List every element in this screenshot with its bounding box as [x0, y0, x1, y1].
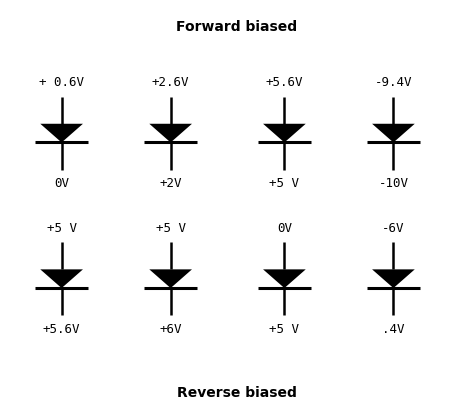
Text: 0V: 0V — [54, 177, 69, 190]
Text: 0V: 0V — [277, 222, 292, 235]
Text: + 0.6V: + 0.6V — [39, 76, 84, 89]
Polygon shape — [149, 270, 192, 288]
Text: +5 V: +5 V — [269, 323, 300, 336]
Text: Reverse biased: Reverse biased — [177, 386, 297, 400]
Polygon shape — [149, 124, 192, 142]
Text: +5.6V: +5.6V — [43, 323, 81, 336]
Text: +2.6V: +2.6V — [152, 76, 190, 89]
Text: -10V: -10V — [378, 177, 409, 190]
Text: +5 V: +5 V — [269, 177, 300, 190]
Text: +2V: +2V — [159, 177, 182, 190]
Text: +5 V: +5 V — [155, 222, 186, 235]
Polygon shape — [40, 270, 83, 288]
Polygon shape — [263, 124, 306, 142]
Text: -9.4V: -9.4V — [374, 76, 412, 89]
Polygon shape — [372, 270, 415, 288]
Text: .4V: .4V — [382, 323, 405, 336]
Text: +5 V: +5 V — [46, 222, 77, 235]
Polygon shape — [40, 124, 83, 142]
Polygon shape — [263, 270, 306, 288]
Text: +5.6V: +5.6V — [265, 76, 303, 89]
Text: Forward biased: Forward biased — [176, 20, 298, 34]
Polygon shape — [372, 124, 415, 142]
Text: -6V: -6V — [382, 222, 405, 235]
Text: +6V: +6V — [159, 323, 182, 336]
